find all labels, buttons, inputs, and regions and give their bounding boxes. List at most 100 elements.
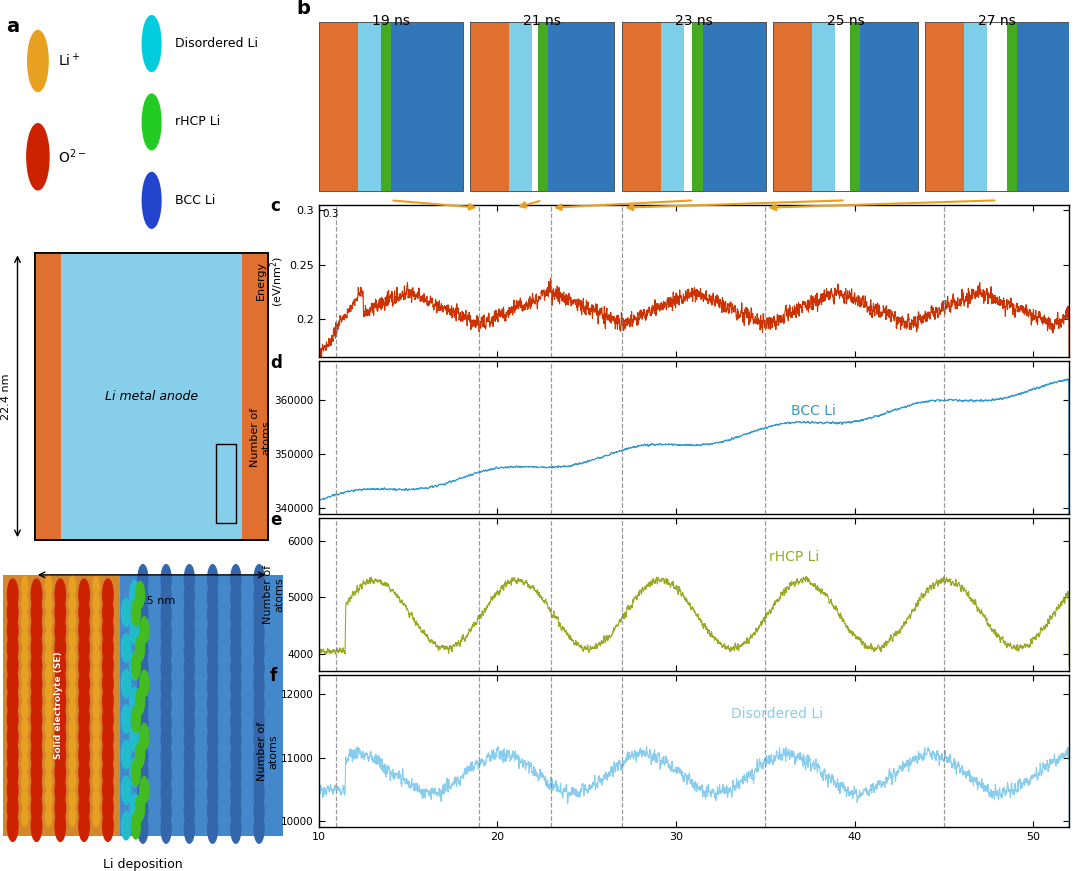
Text: 0.3: 0.3 [322,209,339,219]
Text: 23 ns: 23 ns [675,15,713,29]
Circle shape [69,772,76,791]
Circle shape [103,757,113,788]
Circle shape [8,685,18,717]
Circle shape [8,632,18,664]
Circle shape [22,683,28,702]
Circle shape [130,581,139,609]
Circle shape [130,759,139,787]
Circle shape [69,683,76,702]
Circle shape [79,793,90,824]
Circle shape [138,564,148,594]
Circle shape [207,760,217,790]
Circle shape [138,760,148,790]
Circle shape [254,653,264,683]
Circle shape [130,652,139,680]
Circle shape [130,723,139,751]
Circle shape [231,653,241,683]
Circle shape [79,668,90,699]
Circle shape [207,583,217,612]
Circle shape [132,652,140,679]
Circle shape [136,741,145,768]
Circle shape [254,689,264,719]
Circle shape [31,810,42,841]
Circle shape [207,636,217,665]
Circle shape [45,577,52,595]
Y-axis label: Number of
atoms: Number of atoms [264,565,285,624]
Circle shape [138,796,148,826]
Circle shape [8,650,18,681]
Circle shape [31,579,42,611]
Circle shape [185,814,194,843]
Circle shape [69,630,76,649]
Circle shape [79,721,90,753]
Circle shape [185,636,194,665]
Text: 19 ns: 19 ns [372,15,409,29]
Circle shape [132,813,140,839]
Circle shape [55,774,66,806]
Circle shape [161,707,171,737]
Circle shape [79,579,90,611]
Circle shape [79,632,90,664]
Circle shape [121,812,131,840]
Bar [661,22,684,191]
Circle shape [138,600,148,630]
Circle shape [93,719,99,738]
Circle shape [69,736,76,755]
Circle shape [93,772,99,791]
Circle shape [8,668,18,699]
Circle shape [8,810,18,841]
Circle shape [254,778,264,807]
Circle shape [161,778,171,807]
Circle shape [185,707,194,737]
Circle shape [79,774,90,806]
Circle shape [55,721,66,753]
Y-axis label: Energy
(eV/nm$^2$): Energy (eV/nm$^2$) [256,255,286,307]
Circle shape [22,772,28,791]
Circle shape [136,794,145,821]
Circle shape [93,594,99,613]
Circle shape [254,618,264,648]
Circle shape [31,632,42,664]
Circle shape [185,796,194,826]
Circle shape [103,632,113,664]
Circle shape [55,685,66,717]
Circle shape [121,740,131,769]
Circle shape [22,701,28,719]
Circle shape [207,653,217,683]
Circle shape [207,707,217,737]
Circle shape [45,754,52,773]
Circle shape [121,776,131,804]
Circle shape [93,630,99,649]
Bar [35,253,268,540]
Circle shape [79,757,90,788]
Circle shape [55,704,66,735]
Bar [548,22,615,191]
Circle shape [31,704,42,735]
Circle shape [22,647,28,666]
Circle shape [22,719,28,738]
Circle shape [103,668,113,699]
Bar [391,22,462,191]
Circle shape [93,665,99,684]
Circle shape [22,807,28,827]
Circle shape [207,742,217,772]
Text: rHCP Li: rHCP Li [769,550,820,564]
Circle shape [138,636,148,665]
Text: Li$^+$: Li$^+$ [58,52,81,70]
Circle shape [139,777,149,803]
Bar [692,22,703,191]
Y-axis label: Number of
atoms: Number of atoms [251,408,272,467]
Bar [357,22,380,191]
Circle shape [231,778,241,807]
Circle shape [185,653,194,683]
Bar [964,22,987,191]
Bar [3,575,283,836]
Circle shape [185,618,194,648]
Circle shape [103,810,113,841]
Circle shape [136,582,145,608]
Circle shape [69,594,76,613]
Circle shape [130,687,139,715]
Circle shape [8,579,18,611]
Bar [1017,22,1069,191]
Circle shape [185,760,194,790]
